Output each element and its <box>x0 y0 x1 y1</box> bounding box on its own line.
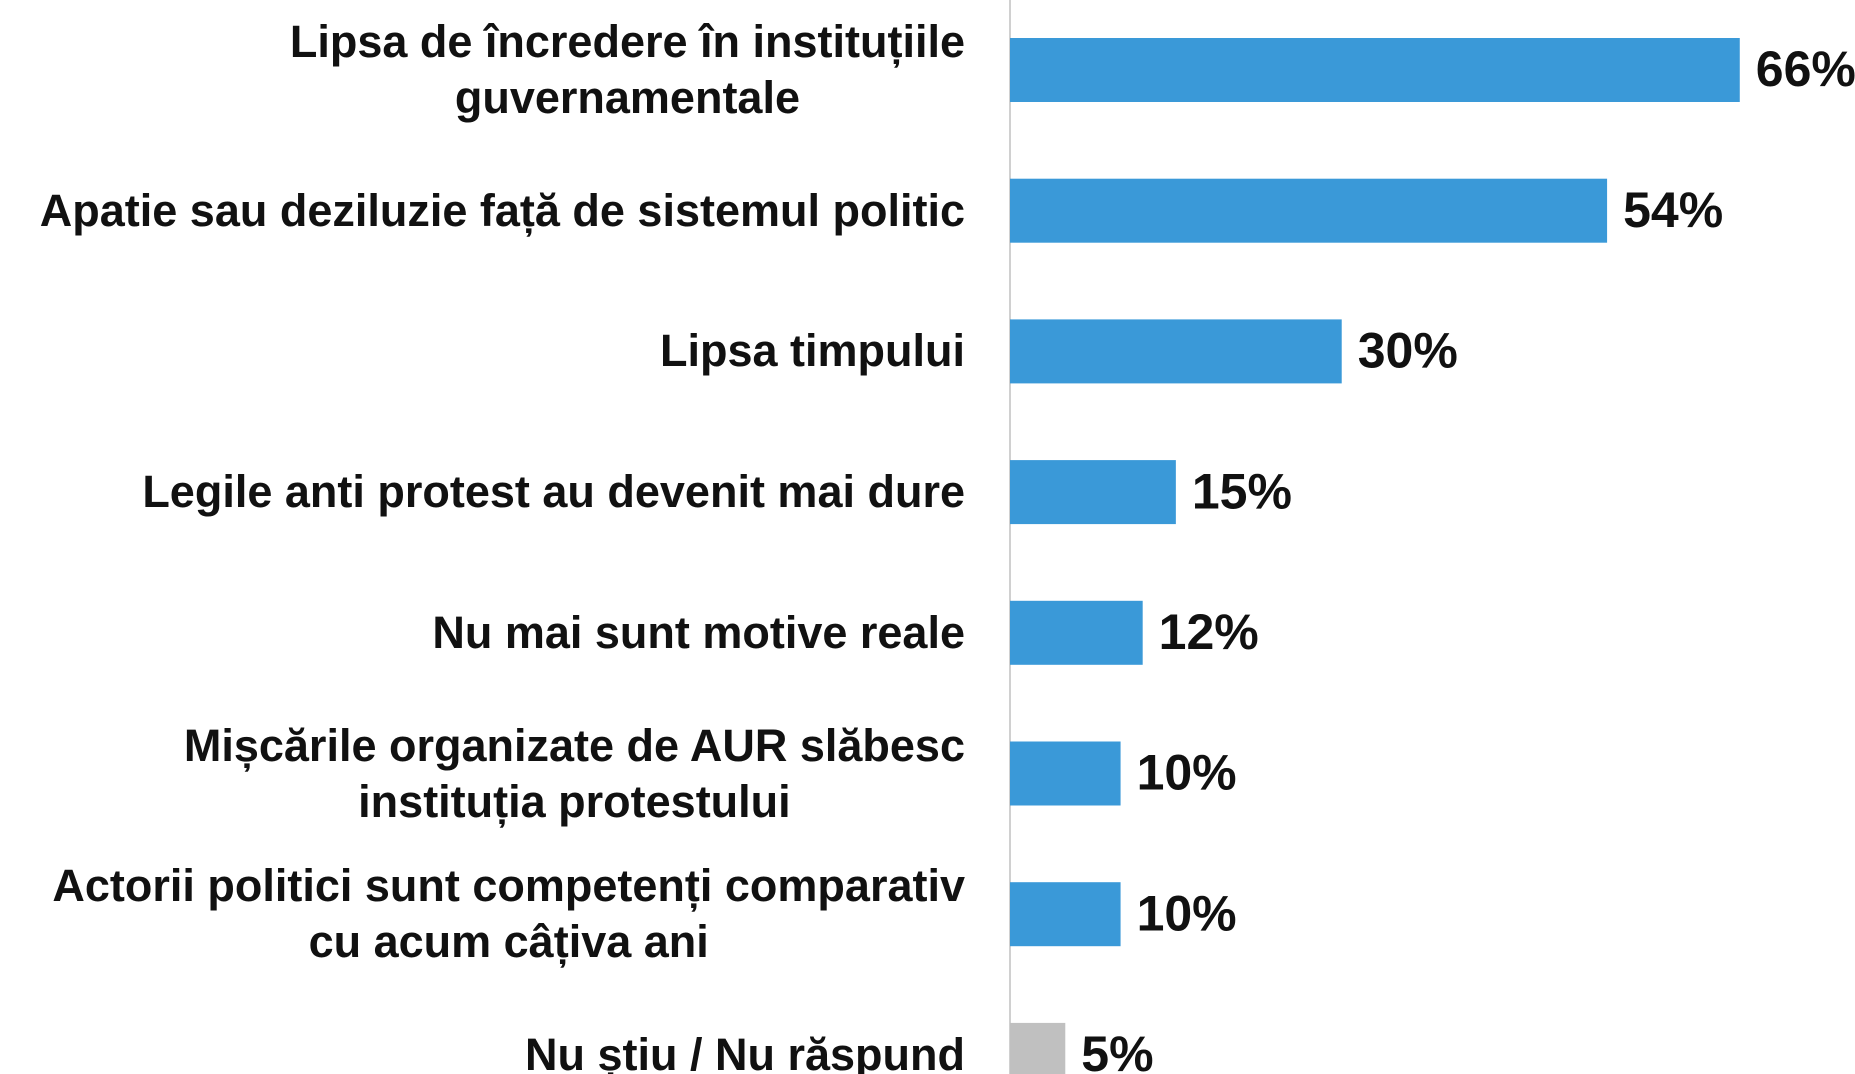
value-label: 5% <box>1081 1026 1153 1074</box>
value-label: 15% <box>1192 463 1292 519</box>
value-label: 10% <box>1137 885 1237 941</box>
category-label: Mișcările organizate de AUR slăbesc inst… <box>183 719 965 827</box>
bar <box>1010 882 1121 947</box>
bar <box>1010 319 1342 384</box>
bar <box>1010 741 1121 806</box>
category-label: Nu mai sunt motive reale <box>432 606 965 658</box>
value-label: 66% <box>1756 41 1855 97</box>
category-label: Actorii politici sunt competenți compara… <box>52 860 965 968</box>
category-label: Legile anti protest au devenit mai dure <box>142 466 965 518</box>
value-label: 12% <box>1159 604 1259 660</box>
bar <box>1010 38 1740 102</box>
category-label: Lipsa de încredere în instituțiile guver… <box>289 16 965 123</box>
bar <box>1010 178 1608 243</box>
category-label: Nu știu / Nu răspund <box>524 1028 965 1074</box>
bar <box>1010 460 1176 525</box>
value-label: 30% <box>1358 323 1458 379</box>
value-label: 10% <box>1137 745 1237 801</box>
bar <box>1010 1022 1066 1074</box>
category-label: Apatie sau deziluzie față de sistemul po… <box>39 184 965 236</box>
value-label: 54% <box>1623 182 1723 238</box>
bar <box>1010 600 1143 665</box>
category-label: Lipsa timpului <box>659 325 965 377</box>
